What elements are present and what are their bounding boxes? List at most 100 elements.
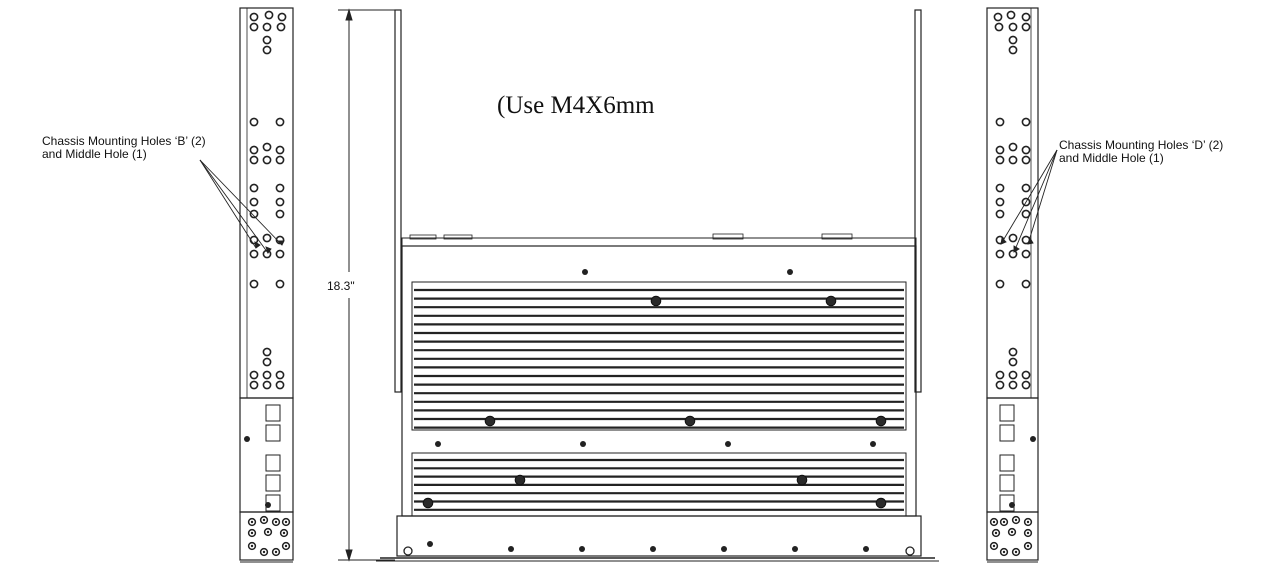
- chassis-screw: [870, 441, 876, 447]
- left-callout-leaders: [199, 159, 285, 254]
- instruction-text: (Use M4X6mm: [497, 92, 655, 119]
- heatsink-bolt: [484, 415, 496, 427]
- bracket-hole: [1021, 155, 1031, 165]
- bracket-hole: [275, 249, 285, 259]
- bracket-hole: [279, 528, 289, 538]
- chassis-screw: [508, 546, 514, 552]
- heatsink-bolt: [796, 474, 808, 486]
- chassis-screw: [650, 546, 656, 552]
- bracket-slot: [999, 474, 1015, 492]
- bracket-hole: [247, 528, 257, 538]
- bracket-hole: [262, 233, 272, 243]
- bracket-hole: [989, 541, 999, 551]
- bracket-slot: [265, 404, 281, 422]
- right-bracket-holes: [989, 10, 1036, 557]
- chassis-screw: [435, 441, 441, 447]
- bracket-hole: [264, 10, 274, 20]
- bracket-hole: [249, 145, 259, 155]
- bracket-hole: [995, 183, 1005, 193]
- bracket-hole: [1021, 183, 1031, 193]
- bracket-hole: [995, 117, 1005, 127]
- bracket-hole: [262, 380, 272, 390]
- heatsink-bolt: [514, 474, 526, 486]
- heatsink-bolt: [825, 295, 837, 307]
- bracket-hole: [1023, 517, 1033, 527]
- heatsink-bolt: [875, 497, 887, 509]
- left-rack-bracket: [239, 7, 294, 563]
- bracket-hole: [1008, 370, 1018, 380]
- bracket-hole: [1021, 249, 1031, 259]
- bracket-hole: [1008, 233, 1018, 243]
- bracket-hole: [1007, 527, 1017, 537]
- bracket-hole: [275, 197, 285, 207]
- bracket-hole: [276, 22, 286, 32]
- bracket-slot: [999, 454, 1015, 472]
- bracket-hole: [281, 541, 291, 551]
- bracket-hole: [994, 22, 1004, 32]
- bracket-hole: [262, 45, 272, 55]
- right-callout-line1: Chassis Mounting Holes ‘D’ (2): [1059, 138, 1224, 152]
- bracket-hole: [995, 370, 1005, 380]
- bracket-hole: [991, 528, 1001, 538]
- bracket-hole: [249, 197, 259, 207]
- bracket-hole: [262, 35, 272, 45]
- bracket-hole: [1008, 45, 1018, 55]
- chassis-screw: [579, 546, 585, 552]
- bracket-hole: [995, 145, 1005, 155]
- bracket-hole: [262, 22, 272, 32]
- bracket-hole: [275, 370, 285, 380]
- bracket-hole: [989, 517, 999, 527]
- bracket-hole: [249, 370, 259, 380]
- bracket-hole: [1008, 155, 1018, 165]
- chassis-screw: [721, 546, 727, 552]
- chassis-screw: [863, 546, 869, 552]
- left-callout-line2: and Middle Hole (1): [42, 147, 147, 161]
- bracket-slot: [265, 454, 281, 472]
- bracket-hole: [1021, 117, 1031, 127]
- dimension-label: 18.3": [327, 279, 355, 293]
- bracket-hole: [263, 527, 273, 537]
- bracket-hole: [995, 380, 1005, 390]
- bracket-hole: [281, 517, 291, 527]
- bracket-hole: [995, 197, 1005, 207]
- heatsink-bolt: [684, 415, 696, 427]
- bracket-hole: [1021, 370, 1031, 380]
- bracket-hole: [1008, 35, 1018, 45]
- bracket-hole: [1011, 547, 1021, 557]
- bracket-screw: [1009, 502, 1015, 508]
- bracket-hole: [1021, 279, 1031, 289]
- bracket-hole: [1023, 541, 1033, 551]
- bracket-hole: [249, 279, 259, 289]
- bracket-hole: [995, 155, 1005, 165]
- dimension-line: [338, 8, 395, 562]
- bracket-slot: [999, 404, 1015, 422]
- bracket-hole: [275, 183, 285, 193]
- bracket-hole: [1008, 142, 1018, 152]
- bracket-slot: [265, 424, 281, 442]
- bracket-hole: [993, 12, 1003, 22]
- bracket-hole: [249, 22, 259, 32]
- bracket-slot: [265, 474, 281, 492]
- heatsink-bolt: [422, 497, 434, 509]
- bracket-hole: [249, 183, 259, 193]
- bracket-hole: [249, 117, 259, 127]
- bracket-hole: [249, 155, 259, 165]
- bracket-hole: [999, 517, 1009, 527]
- chassis-screw: [580, 441, 586, 447]
- bracket-hole: [995, 249, 1005, 259]
- chassis-screw: [787, 269, 793, 275]
- chassis-screw: [792, 546, 798, 552]
- heatsink-bolt: [875, 415, 887, 427]
- bracket-hole: [247, 541, 257, 551]
- bracket-hole: [1021, 145, 1031, 155]
- heatsink-fins: [414, 288, 904, 511]
- bracket-hole: [1011, 515, 1021, 525]
- bracket-hole: [249, 380, 259, 390]
- bracket-hole: [1008, 380, 1018, 390]
- bracket-screw: [265, 502, 271, 508]
- chassis-unit: [376, 9, 939, 562]
- bracket-hole: [275, 209, 285, 219]
- bracket-hole: [275, 380, 285, 390]
- bracket-hole: [1021, 12, 1031, 22]
